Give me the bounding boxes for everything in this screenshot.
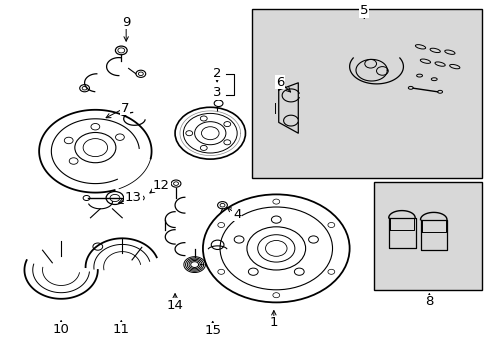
Text: 14: 14 <box>166 299 183 312</box>
Bar <box>373 182 481 290</box>
Text: 3: 3 <box>212 86 221 99</box>
Text: 10: 10 <box>53 323 69 336</box>
Text: 9: 9 <box>122 16 130 29</box>
Text: 15: 15 <box>204 324 221 337</box>
Text: 6: 6 <box>275 76 284 89</box>
Text: 7: 7 <box>120 102 129 114</box>
Text: 11: 11 <box>113 323 129 336</box>
Text: 13: 13 <box>125 191 142 204</box>
Text: 4: 4 <box>232 208 241 221</box>
Text: 5: 5 <box>359 4 368 17</box>
Bar <box>251 9 481 178</box>
Text: 8: 8 <box>424 295 433 308</box>
Circle shape <box>203 194 349 302</box>
Text: 2: 2 <box>212 67 221 80</box>
Text: 12: 12 <box>153 179 169 192</box>
Text: 1: 1 <box>269 316 278 329</box>
